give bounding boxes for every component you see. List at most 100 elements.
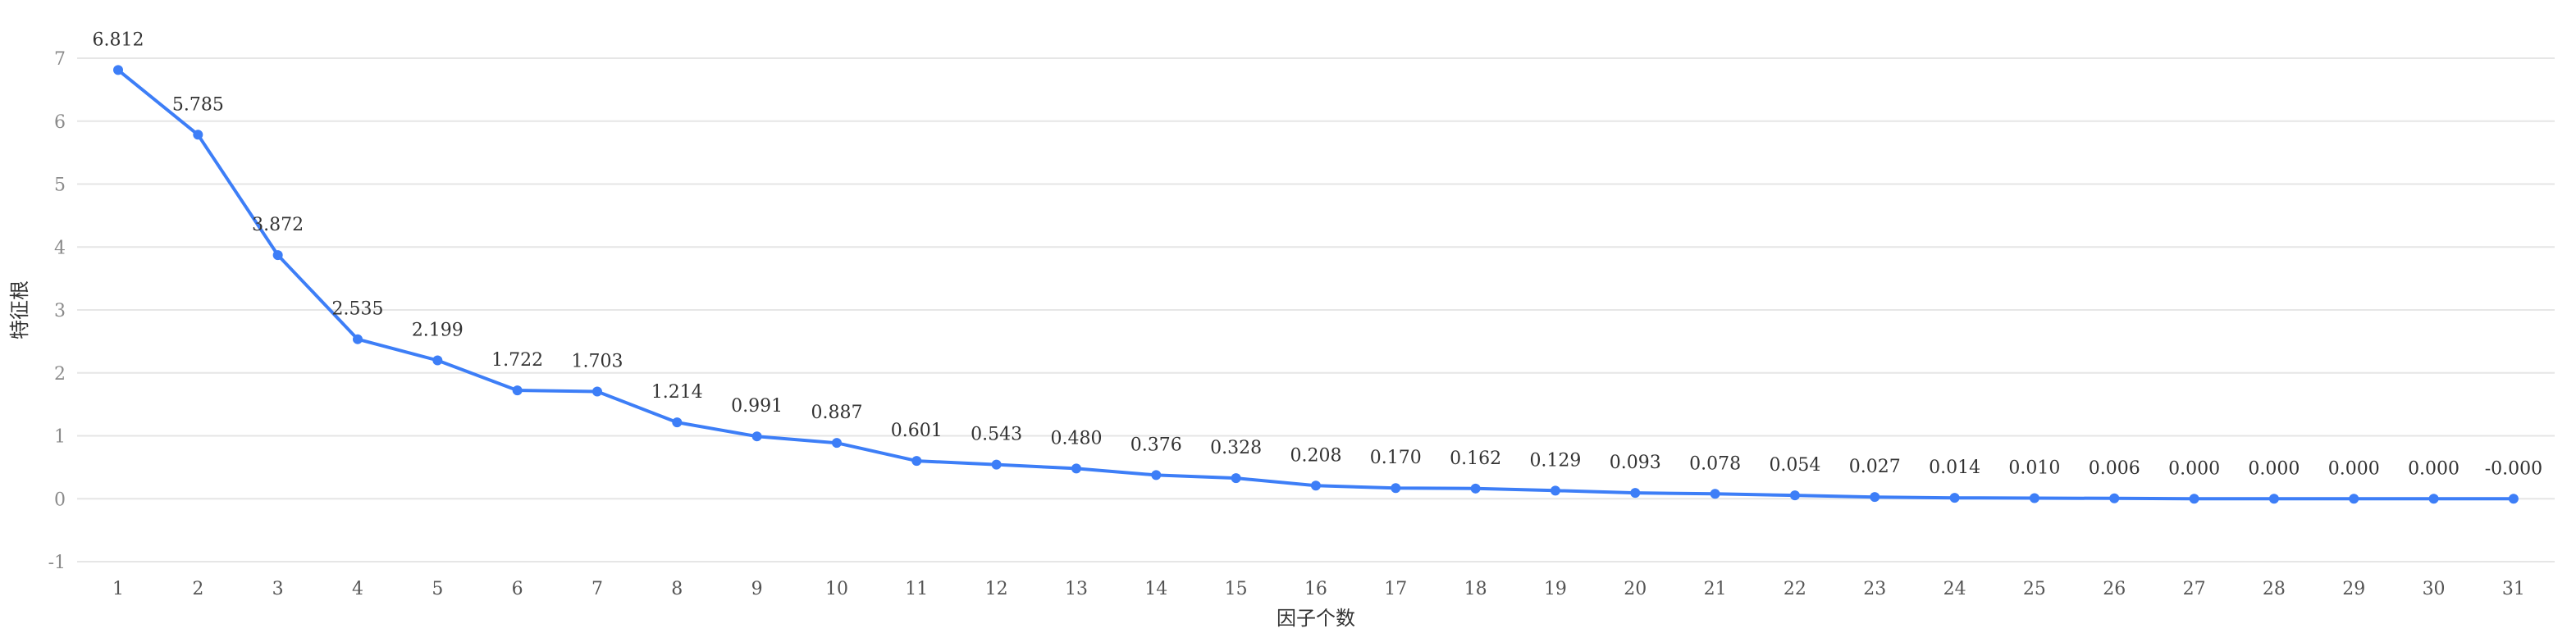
gridlines — [77, 57, 2555, 562]
x-tick-label: 9 — [751, 579, 763, 599]
x-tick-label: 5 — [432, 579, 443, 599]
data-point — [2508, 494, 2519, 504]
data-point — [2349, 494, 2359, 504]
data-labels: 6.812 5.785 3.872 2.535 2.199 1.722 1.703 1.214… — [93, 30, 2543, 479]
data-point — [1630, 488, 1641, 499]
x-tick-label: 19 — [1544, 579, 1567, 599]
y-tick-label: 7 — [54, 49, 66, 70]
x-tick-label: 17 — [1384, 579, 1407, 599]
data-point — [1231, 473, 1241, 484]
data-label: 0.010 — [2008, 458, 2060, 478]
y-tick-label: -1 — [48, 553, 66, 573]
x-tick-label: 4 — [352, 579, 363, 599]
data-point — [512, 385, 523, 396]
data-point — [1151, 470, 1162, 480]
data-point — [1870, 492, 1880, 503]
data-label: 0.376 — [1130, 435, 1182, 455]
data-label: 0.601 — [891, 421, 943, 441]
x-tick-label: 2 — [192, 579, 203, 599]
data-label: 1.214 — [651, 382, 703, 403]
data-point — [272, 250, 283, 261]
data-point — [1310, 480, 1321, 491]
data-label: 0.170 — [1370, 448, 1422, 468]
x-tick-label: 3 — [272, 579, 284, 599]
data-label: 6.812 — [93, 30, 144, 50]
y-tick-label: 5 — [54, 175, 66, 196]
data-label: 0.328 — [1210, 438, 1262, 458]
x-tick-label: 24 — [1943, 579, 1966, 599]
data-label: 0.000 — [2328, 458, 2380, 479]
x-tick-label: 15 — [1225, 579, 1248, 599]
x-tick-label: 1 — [112, 579, 124, 599]
x-tick-label: 6 — [512, 579, 523, 599]
data-label: 2.199 — [412, 320, 464, 340]
data-point — [1550, 485, 1560, 496]
series-line — [116, 68, 2514, 501]
data-point — [432, 355, 443, 366]
data-label: 0.000 — [2408, 458, 2460, 479]
data-point — [591, 386, 602, 397]
y-tick-label: 1 — [54, 427, 66, 448]
data-label: 3.872 — [252, 215, 304, 235]
data-label: 0.129 — [1529, 450, 1581, 471]
data-point — [2189, 494, 2199, 504]
x-tick-label: 10 — [825, 579, 848, 599]
data-point — [352, 334, 363, 344]
x-tick-label: 16 — [1304, 579, 1327, 599]
data-label: 0.078 — [1689, 453, 1741, 474]
data-point — [911, 456, 922, 467]
data-label: 0.543 — [971, 425, 1022, 445]
y-axis-ticks: -1 0 1 2 3 4 5 6 7 — [48, 49, 66, 573]
x-axis-ticks: 1 2 3 4 5 6 7 8 9 10 11 12 13 14 15 16 17 18 19 20 21 22 23 24 2… — [112, 579, 2525, 599]
data-label: 0.054 — [1769, 455, 1820, 476]
x-tick-label: 30 — [2423, 579, 2446, 599]
x-tick-label: 29 — [2342, 579, 2365, 599]
x-tick-label: 11 — [905, 579, 928, 599]
data-label: 0.162 — [1450, 449, 1501, 469]
data-label: -0.000 — [2485, 458, 2542, 479]
data-point — [1710, 489, 1720, 499]
data-label: 0.208 — [1290, 445, 1341, 466]
data-label: 0.991 — [731, 396, 783, 417]
data-label: 0.093 — [1610, 453, 1661, 473]
x-tick-label: 12 — [985, 579, 1008, 599]
x-tick-label: 14 — [1144, 579, 1167, 599]
data-label: 0.480 — [1050, 428, 1102, 449]
data-label: 0.014 — [1929, 458, 1980, 478]
y-tick-label: 0 — [54, 490, 66, 510]
x-tick-label: 7 — [591, 579, 603, 599]
y-tick-label: 2 — [54, 364, 66, 385]
data-label: 0.006 — [2089, 458, 2140, 479]
x-tick-label: 21 — [1704, 579, 1727, 599]
data-point — [1391, 483, 1401, 494]
data-point — [113, 65, 123, 75]
data-point — [831, 438, 842, 449]
eigenvalue-series — [113, 65, 2519, 504]
x-tick-label: 18 — [1464, 579, 1487, 599]
x-tick-label: 8 — [671, 579, 683, 599]
x-tick-label: 25 — [2023, 579, 2046, 599]
x-tick-label: 23 — [1863, 579, 1886, 599]
data-point — [672, 417, 683, 428]
data-label: 1.722 — [491, 350, 543, 371]
x-tick-label: 27 — [2183, 579, 2206, 599]
x-tick-label: 26 — [2103, 579, 2126, 599]
data-label: 2.535 — [331, 299, 383, 320]
data-point — [2268, 494, 2279, 504]
data-point — [2109, 493, 2120, 503]
data-label: 0.027 — [1849, 457, 1901, 477]
y-axis-label: 特征根 — [8, 280, 31, 339]
x-tick-label: 31 — [2502, 579, 2525, 599]
data-point — [193, 130, 203, 140]
data-point — [1789, 490, 1800, 501]
x-tick-label: 28 — [2263, 579, 2286, 599]
x-tick-label: 22 — [1784, 579, 1806, 599]
data-label: 5.785 — [172, 94, 224, 115]
data-point — [1949, 493, 1960, 503]
data-label: 1.703 — [571, 352, 623, 372]
data-point — [1470, 483, 1481, 494]
data-label: 0.000 — [2168, 458, 2220, 479]
x-tick-label: 13 — [1065, 579, 1088, 599]
data-label: 0.000 — [2248, 458, 2300, 479]
